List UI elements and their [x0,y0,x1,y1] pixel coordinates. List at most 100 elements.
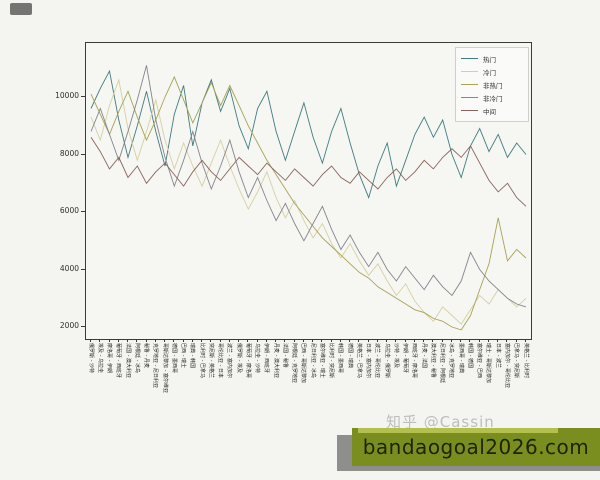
x-tick-label: 法国 - 秘鲁 [281,343,288,368]
legend-label: 热门 [483,55,496,64]
x-tick-label: 法国 - 澳大利亚 [124,343,131,378]
legend-entry: 中间 [461,104,523,117]
x-tick-mark [487,339,489,342]
legend: 热门 冷门 非热门 非冷门 中间 [455,47,529,122]
x-tick-label: 日本 - 塞内加尔 [365,343,372,378]
x-tick-label: 丹麦 - 澳大利亚 [272,343,279,378]
x-tick-mark [136,339,138,342]
x-tick-label: 秘鲁 - 丹麦 [143,343,150,368]
x-tick-mark [99,339,101,342]
x-tick-mark [302,339,304,342]
x-tick-mark [201,339,203,342]
x-tick-label: 冰岛 - 克罗地亚 [448,343,455,378]
x-tick-label: 突尼斯 - 英格兰 [207,343,214,378]
x-tick-label: 乌拉圭 - 俄罗斯 [383,343,390,378]
x-tick-mark [238,339,240,342]
x-tick-mark [450,339,452,342]
y-tick-label: 2000 [59,321,79,330]
series-line-1 [90,69,527,199]
x-tick-label: 墨西哥 - 瑞典 [457,343,464,373]
legend-entry: 热门 [461,52,523,65]
x-tick-mark [247,339,249,342]
x-tick-mark [423,339,425,342]
legend-label: 非热门 [483,81,503,90]
x-tick-label: 葡萄牙 - 摩洛哥 [244,343,251,378]
x-tick-label: 沙特 - 埃及 [392,343,399,368]
x-tick-mark [339,339,341,342]
x-tick-mark [386,339,388,342]
x-tick-mark [367,339,369,342]
x-tick-mark [90,339,91,342]
legend-entry: 非热门 [461,78,523,91]
x-tick-label: 丹麦 - 法国 [420,343,427,368]
x-tick-label: 瑞士 - 哥斯达黎加 [485,343,492,383]
x-tick-mark [460,339,462,342]
x-tick-mark [275,339,277,342]
x-tick-mark [506,339,508,342]
x-tick-mark [293,339,295,342]
x-tick-label: 巴西 - 瑞士 [180,343,187,368]
x-tick-mark [256,339,258,342]
x-tick-mark [358,339,360,342]
y-tick-mark [81,268,85,270]
legend-label: 非冷门 [483,94,503,103]
x-tick-label: 俄罗斯 - 沙特 [87,343,94,373]
x-tick-mark [265,339,267,342]
watermark-banner: bandaogoal2026.com [352,428,600,466]
legend-line-swatch [461,96,478,99]
x-tick-mark [404,339,406,342]
legend-line-swatch [461,109,478,112]
x-tick-label: 韩国 - 德国 [466,343,473,368]
x-tick-mark [173,339,175,342]
x-tick-label: 日本 - 波兰 [494,343,501,368]
x-tick-label: 瑞典 - 韩国 [189,343,196,368]
y-tick-label: 8000 [59,148,79,158]
legend-line-swatch [461,83,478,86]
line-plot [90,65,527,331]
x-tick-mark [395,339,397,342]
x-tick-label: 巴拿马 - 突尼斯 [513,343,520,378]
x-tick-label: 摩洛哥 - 伊朗 [106,343,112,373]
x-tick-label: 德国 - 墨西哥 [170,343,177,373]
x-tick-label: 俄罗斯 - 埃及 [235,343,242,373]
series-line-5 [90,137,527,207]
y-tick-label: 6000 [59,206,79,215]
series-line-2 [90,78,527,325]
x-tick-label: 比利时 - 突尼斯 [328,343,335,378]
x-tick-mark [321,339,323,342]
banner-highlight [358,428,558,433]
y-tick-label: 4000 [59,263,79,273]
x-tick-mark [154,339,156,342]
x-tick-label: 克罗地亚 - 尼日利亚 [152,343,159,388]
x-tick-mark [210,339,212,342]
series-line-3 [90,75,527,331]
x-tick-label: 波兰 - 哥伦比亚 [374,343,381,378]
banner-text: bandaogoal2026.com [362,435,590,459]
x-tick-label: 英格兰 - 比利时 [522,343,529,378]
x-tick-mark [441,339,443,342]
x-tick-mark [182,339,184,342]
x-tick-label: 阿根廷 - 冰岛 [133,343,140,373]
x-tick-label: 伊朗 - 葡萄牙 [402,343,409,373]
x-tick-label: 西班牙 - 摩洛哥 [411,343,418,378]
x-tick-mark [219,339,221,342]
x-tick-mark [145,339,147,342]
x-tick-mark [515,339,517,342]
y-tick-mark [81,211,85,212]
y-tick-mark [81,96,85,97]
x-tick-label: 哥伦比亚 - 日本 [217,343,224,378]
corner-mark [10,3,32,15]
x-tick-label: 塞尔维亚 - 瑞士 [318,343,325,378]
x-tick-mark [191,339,193,342]
x-tick-label: 尼日利亚 - 冰岛 [309,343,316,378]
x-tick-mark [469,339,471,342]
x-tick-mark [127,339,129,342]
x-tick-mark [432,339,434,342]
x-tick-mark [525,339,526,342]
x-tick-label: 英格兰 - 巴拿马 [355,343,362,378]
y-tick-mark [81,326,85,327]
x-tick-label: 德国 - 瑞典 [346,343,353,368]
y-tick-mark [81,153,85,155]
x-tick-mark [330,339,332,342]
